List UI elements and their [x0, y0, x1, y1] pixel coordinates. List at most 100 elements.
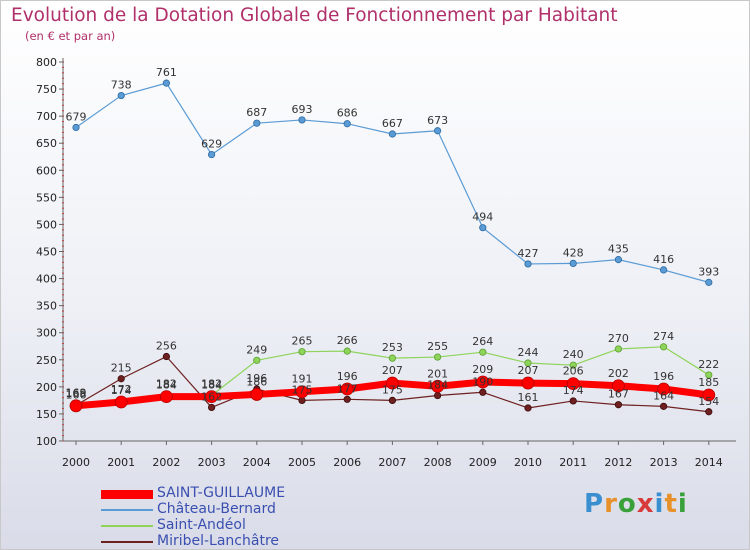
data-point	[253, 119, 261, 127]
data-point	[659, 402, 668, 410]
data-label: 427	[518, 247, 539, 260]
data-point	[117, 91, 125, 100]
data-point	[705, 408, 713, 416]
data-label: 174	[563, 384, 584, 397]
data-point	[72, 123, 80, 132]
data-point	[702, 388, 716, 402]
data-point	[208, 403, 216, 412]
legend-swatch	[101, 509, 153, 511]
y-tick-label: 250	[36, 354, 57, 367]
data-label: 266	[337, 334, 358, 347]
data-label: 253	[382, 341, 403, 354]
x-tick-label: 2000	[62, 456, 90, 469]
data-point	[479, 348, 487, 356]
data-label: 240	[563, 348, 584, 361]
data-point	[388, 354, 396, 362]
data-label: 169	[66, 387, 87, 400]
data-label: 184	[156, 379, 177, 392]
data-label: 209	[472, 363, 493, 376]
data-point	[479, 224, 487, 232]
data-label: 196	[653, 370, 674, 383]
data-point	[524, 260, 532, 268]
y-tick-label: 550	[36, 191, 57, 204]
data-label: 182	[156, 378, 177, 391]
data-point	[614, 256, 623, 264]
data-point	[614, 345, 623, 353]
data-point	[385, 376, 399, 390]
data-point	[569, 259, 577, 268]
data-point	[479, 388, 487, 396]
data-point	[521, 376, 535, 390]
data-label: 679	[66, 111, 87, 124]
x-tick-label: 2014	[695, 456, 723, 469]
data-point	[657, 382, 670, 396]
chart-subtitle: (en € et par an)	[25, 29, 116, 43]
data-label: 161	[518, 391, 539, 404]
logo-letter: P	[584, 489, 605, 519]
data-point	[569, 361, 577, 369]
data-point	[162, 352, 170, 361]
data-label: 249	[246, 343, 267, 356]
data-label: 175	[292, 383, 313, 396]
data-point	[253, 356, 261, 364]
data-point	[162, 79, 170, 87]
x-tick-label: 2004	[243, 456, 271, 469]
legend-label: Saint-Andéol	[157, 517, 246, 533]
data-label: 190	[472, 375, 493, 388]
legend-swatch	[101, 525, 153, 527]
proxiti-logo: Proxiti	[584, 489, 688, 519]
data-label: 202	[608, 367, 629, 380]
data-point	[433, 127, 442, 135]
data-point	[340, 382, 354, 396]
data-label: 162	[201, 390, 222, 403]
data-label: 196	[246, 372, 267, 385]
data-point	[114, 395, 128, 409]
chart-title: Evolution de la Dotation Globale de Fonc…	[11, 5, 618, 26]
y-tick-label: 200	[36, 381, 57, 394]
data-label: 667	[382, 117, 403, 130]
y-tick-label: 600	[36, 164, 57, 177]
legend-label: Miribel-Lanchâtre	[157, 533, 280, 549]
y-tick-label: 650	[36, 137, 57, 150]
data-label: 435	[608, 243, 629, 256]
data-point	[524, 359, 532, 367]
data-point	[431, 379, 445, 393]
data-label: 687	[246, 106, 267, 119]
data-point	[208, 150, 216, 159]
data-label: 166	[66, 388, 87, 401]
x-tick-label: 2003	[198, 456, 226, 469]
y-tick-label: 100	[36, 435, 57, 448]
x-tick-label: 2006	[333, 456, 361, 469]
data-label: 274	[653, 330, 674, 343]
data-label: 154	[698, 395, 719, 408]
data-label: 416	[653, 253, 674, 266]
data-point	[705, 278, 713, 286]
data-label: 207	[518, 364, 539, 377]
logo-letter: t	[664, 489, 678, 519]
logo-letter: i	[654, 489, 665, 519]
data-label: 196	[337, 370, 358, 383]
data-label: 761	[156, 66, 177, 79]
x-tick-label: 2002	[152, 456, 180, 469]
data-point	[298, 116, 306, 124]
data-label: 629	[201, 138, 222, 151]
data-point	[295, 385, 309, 399]
data-label: 184	[201, 379, 222, 392]
data-point	[298, 348, 306, 356]
data-point	[524, 404, 532, 412]
data-label: 738	[111, 79, 132, 92]
logo-letter: o	[617, 489, 637, 519]
data-label: 191	[292, 373, 313, 386]
x-tick-label: 2005	[288, 456, 316, 469]
data-label: 256	[156, 340, 177, 353]
data-point	[433, 391, 442, 400]
data-label: 172	[111, 383, 132, 396]
data-point	[476, 375, 490, 389]
data-point	[343, 395, 351, 403]
x-tick-label: 2008	[424, 456, 452, 469]
x-tick-label: 2012	[604, 456, 632, 469]
data-point	[659, 266, 668, 274]
data-point	[117, 375, 125, 383]
y-tick-label: 450	[36, 246, 57, 259]
